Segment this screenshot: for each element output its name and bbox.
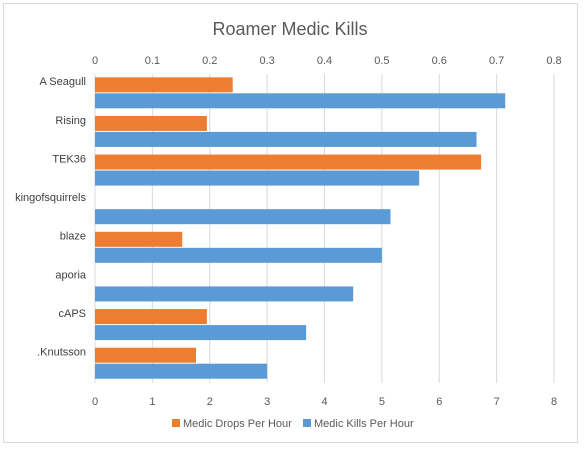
bottom-tick-label: 5: [379, 396, 385, 408]
top-tick-label: 0.3: [259, 55, 274, 67]
category-label: .Knutsson: [37, 347, 86, 359]
legend-label: Medic Kills Per Hour: [314, 418, 414, 430]
bottom-axis-ticks: 0 1 2 3 4 5 6 7 8: [92, 396, 557, 408]
top-tick-label: 0.1: [145, 55, 160, 67]
bottom-tick-label: 0: [92, 396, 98, 408]
chart-frame: Roamer Medic Kills 0 0.1 0.2 0.3 0.4 0.5 0.6 0.…: [3, 3, 578, 443]
top-tick-label: 0.7: [489, 55, 504, 67]
bar-medic-kills: [95, 209, 391, 225]
category-label: Rising: [55, 115, 86, 127]
top-tick-label: 0.5: [374, 55, 389, 67]
top-axis-ticks: 0 0.1 0.2 0.3 0.4 0.5 0.6 0.7 0.8: [92, 55, 562, 67]
legend-label: Medic Drops Per Hour: [183, 418, 292, 430]
bar-medic-kills: [95, 93, 506, 109]
bar-medic-kills: [95, 286, 354, 302]
top-tick-label: 0.2: [202, 55, 217, 67]
chart-title: Roamer Medic Kills: [212, 19, 367, 39]
bar-medic-kills: [95, 325, 307, 341]
top-tick-label: 0.8: [546, 55, 561, 67]
bar-medic-drops: [95, 115, 207, 131]
category-label: kingofsquirrels: [15, 192, 86, 204]
category-labels: A Seagull Rising TEK36 kingofsquirrels blaze…: [15, 76, 87, 358]
bottom-tick-label: 2: [207, 396, 213, 408]
chart-svg: Roamer Medic Kills 0 0.1 0.2 0.3 0.4 0.5 0.6 0.…: [15, 19, 562, 430]
bar-medic-drops: [95, 231, 183, 247]
category-label: cAPS: [58, 308, 86, 320]
top-tick-label: 0.4: [317, 55, 332, 67]
bottom-tick-label: 1: [149, 396, 155, 408]
top-tick-label: 0: [92, 55, 98, 67]
bottom-tick-label: 3: [264, 396, 270, 408]
bar-medic-kills: [95, 247, 382, 263]
category-label: blaze: [60, 231, 86, 243]
top-tick-label: 0.6: [432, 55, 447, 67]
bar-medic-kills: [95, 170, 420, 186]
bottom-tick-label: 6: [436, 396, 442, 408]
bottom-tick-label: 7: [494, 396, 500, 408]
bar-medic-drops: [95, 309, 207, 325]
bottom-tick-label: 4: [321, 396, 327, 408]
bar-medic-kills: [95, 131, 477, 147]
bar-medic-drops: [95, 77, 233, 93]
bar-medic-kills: [95, 363, 268, 379]
category-label: A Seagull: [40, 76, 86, 88]
legend-swatch: [172, 419, 180, 427]
legend: Medic Drops Per Hour Medic Kills Per Hour: [172, 418, 414, 430]
bars: [95, 77, 506, 379]
bar-medic-drops: [95, 154, 482, 170]
bottom-tick-label: 8: [551, 396, 557, 408]
legend-swatch: [303, 419, 311, 427]
bar-medic-drops: [95, 347, 196, 363]
category-label: TEK36: [52, 153, 86, 165]
category-label: aporia: [55, 269, 86, 281]
